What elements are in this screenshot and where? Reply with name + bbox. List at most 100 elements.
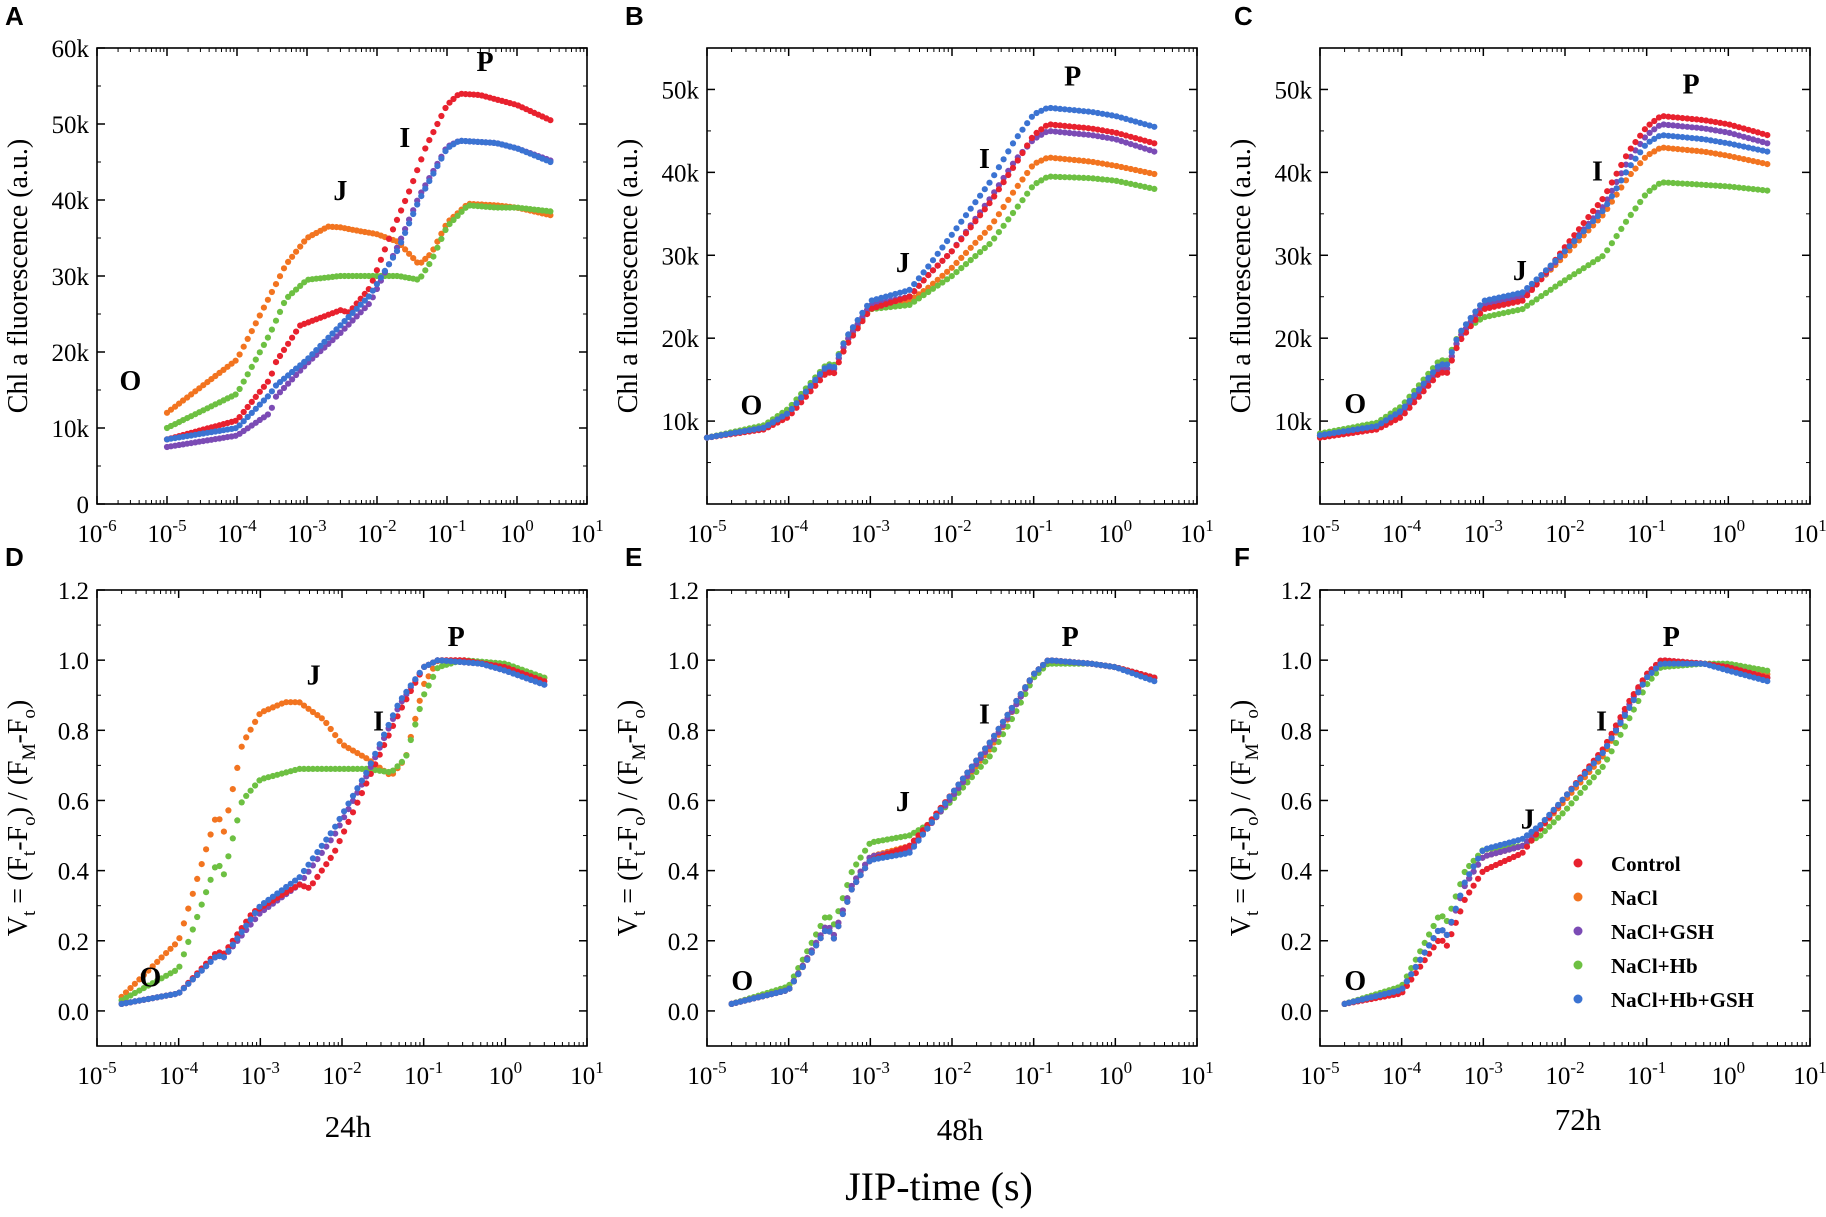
data-points (703, 104, 1158, 441)
data-point (1698, 148, 1705, 155)
data-point (1061, 129, 1068, 136)
data-point (1538, 272, 1545, 279)
data-point (1495, 311, 1502, 318)
data-point (252, 320, 259, 327)
data-point (216, 816, 223, 823)
data-point (1024, 142, 1031, 149)
data-point (1575, 233, 1583, 240)
data-point (398, 695, 405, 702)
data-point (176, 989, 183, 996)
data-point (305, 861, 312, 868)
y-tick-label: 1.2 (668, 578, 699, 605)
x-tick-label: 10-2 (322, 1058, 361, 1090)
data-point (180, 951, 187, 958)
data-point (1080, 174, 1087, 181)
data-point (1392, 417, 1399, 424)
data-point (426, 261, 433, 268)
data-point (1013, 697, 1020, 705)
data-point (1141, 183, 1148, 190)
data-point (1481, 305, 1488, 312)
data-point (1764, 678, 1771, 685)
data-point (1595, 755, 1602, 762)
data-point (240, 378, 247, 385)
x-tick-label: 10-4 (159, 1058, 199, 1090)
data-point (296, 765, 303, 773)
data-point (252, 718, 259, 726)
series-control (703, 121, 1158, 441)
data-point (1005, 148, 1012, 155)
data-point (840, 340, 847, 347)
data-point (185, 938, 192, 946)
legend-item: NaCl+GSH (1573, 920, 1714, 944)
y-tick-label: 10k (662, 409, 700, 436)
data-point (1721, 120, 1728, 127)
data-point (896, 296, 904, 303)
data-point (345, 321, 352, 328)
data-point (434, 120, 441, 128)
legend-label: NaCl+GSH (1611, 920, 1714, 944)
data-point (1057, 122, 1064, 129)
series-control (728, 657, 1158, 1008)
data-point (853, 878, 860, 886)
data-point (1403, 978, 1410, 985)
data-point (1613, 191, 1620, 198)
phase-label-J: J (307, 661, 321, 692)
data-point (260, 900, 268, 907)
data-point (1764, 667, 1771, 674)
data-point (840, 348, 847, 355)
data-point (274, 890, 281, 897)
data-point (256, 711, 263, 718)
phase-label-P: P (1062, 622, 1079, 653)
data-point (1421, 949, 1428, 956)
data-point (363, 769, 370, 777)
phase-label-J: J (896, 248, 910, 279)
data-point (1127, 117, 1134, 124)
data-point (1080, 108, 1087, 115)
data-point (1627, 145, 1634, 152)
legend-item: NaCl+Hb (1573, 954, 1698, 978)
data-point (986, 753, 993, 760)
data-point (272, 393, 280, 400)
data-point (1052, 128, 1059, 135)
data-point (953, 269, 960, 276)
data-point (939, 272, 946, 279)
data-point (1754, 137, 1761, 144)
x-tick-label: 101 (1793, 516, 1826, 548)
data-point (1022, 684, 1029, 691)
data-point (765, 422, 772, 429)
data-point (1684, 180, 1691, 187)
data-point (812, 376, 819, 383)
data-point (438, 235, 445, 242)
data-point (198, 861, 205, 868)
data-point (1113, 177, 1120, 184)
data-point (1122, 132, 1130, 139)
data-point (1080, 124, 1087, 131)
data-point (269, 893, 276, 900)
data-point (1425, 382, 1432, 389)
data-point (361, 305, 368, 312)
data-point (229, 835, 236, 842)
data-point (361, 297, 368, 304)
x-tick-label: 100 (500, 516, 534, 548)
y-tick-label: 0.0 (668, 999, 699, 1026)
data-point (1132, 135, 1139, 142)
data-point (1688, 115, 1696, 123)
data-point (1458, 327, 1465, 334)
data-point (220, 954, 227, 961)
data-point (442, 226, 449, 234)
data-point (1684, 660, 1691, 667)
data-point (1693, 116, 1700, 123)
data-point (1137, 136, 1144, 143)
y-tick-label: 0.2 (58, 929, 89, 956)
phase-label-O: O (139, 962, 161, 993)
data-point (934, 250, 941, 257)
data-point (1151, 123, 1158, 130)
data-point (323, 861, 330, 868)
data-point (122, 989, 130, 996)
data-point (741, 428, 748, 435)
data-point (1127, 180, 1134, 187)
data-point (1617, 720, 1624, 727)
data-point (1644, 681, 1651, 688)
data-point (1387, 419, 1394, 426)
data-point (816, 371, 824, 378)
